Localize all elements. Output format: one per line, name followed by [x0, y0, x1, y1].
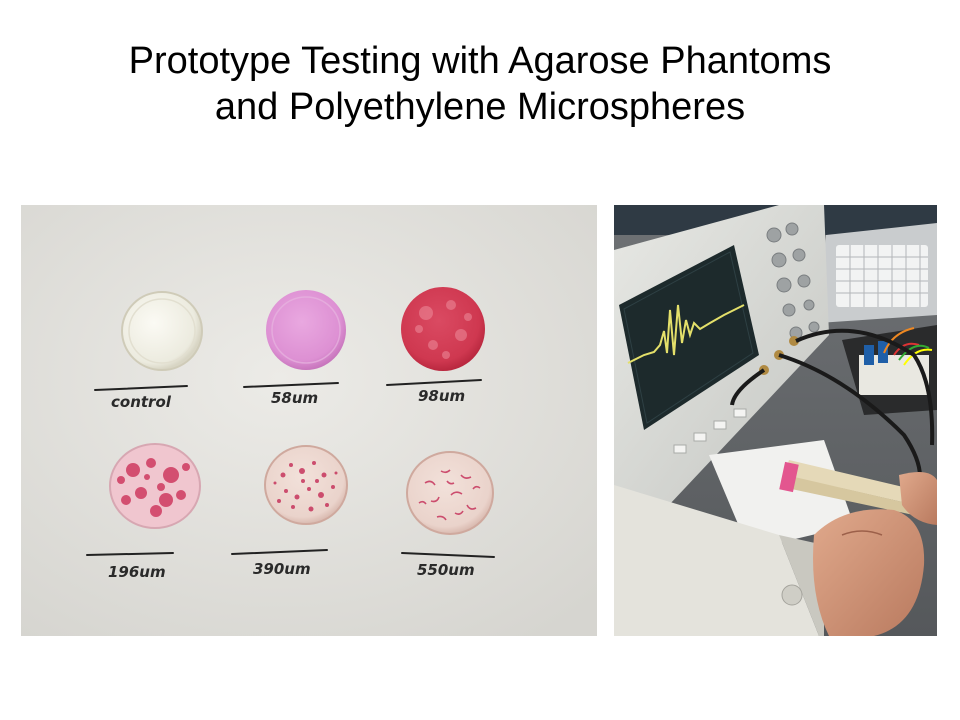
- slide-title-line-2: and Polyethylene Microspheres: [214, 86, 746, 128]
- oscilloscope: [614, 205, 829, 505]
- disk-390um: [264, 445, 348, 525]
- label-58um: 58um: [271, 389, 318, 407]
- control-disk: [121, 291, 203, 371]
- label-196um: 196um: [108, 563, 166, 581]
- cables: [730, 328, 935, 486]
- oscilloscope-screen: [619, 245, 759, 430]
- label-98um: 98um: [418, 387, 465, 405]
- label-550um: 550um: [417, 561, 475, 579]
- phantoms-photo-image: control 58um 98um 196um 390um 550um: [21, 205, 597, 636]
- keyboard: [818, 223, 937, 323]
- phantoms-photo: control 58um 98um 196um 390um 550um: [21, 205, 597, 636]
- waveform-trace: [627, 304, 745, 364]
- bench-photo-image: [614, 205, 937, 636]
- disk-550um: [406, 451, 494, 535]
- label-390um: 390um: [253, 560, 311, 578]
- slide-title: Prototype Testing with Agarose Phantoms …: [40, 38, 920, 130]
- disk-196um: [109, 443, 201, 529]
- disk-58um: [266, 290, 346, 370]
- hand: [813, 471, 937, 636]
- label-control: control: [111, 393, 172, 411]
- label-underlines: [86, 379, 495, 558]
- transducer-holder: [779, 460, 937, 520]
- disk-98um: [401, 287, 485, 371]
- slide-title-line-1: Prototype Testing with Agarose Phantoms: [128, 40, 832, 82]
- bench-setup-photo: [614, 205, 937, 636]
